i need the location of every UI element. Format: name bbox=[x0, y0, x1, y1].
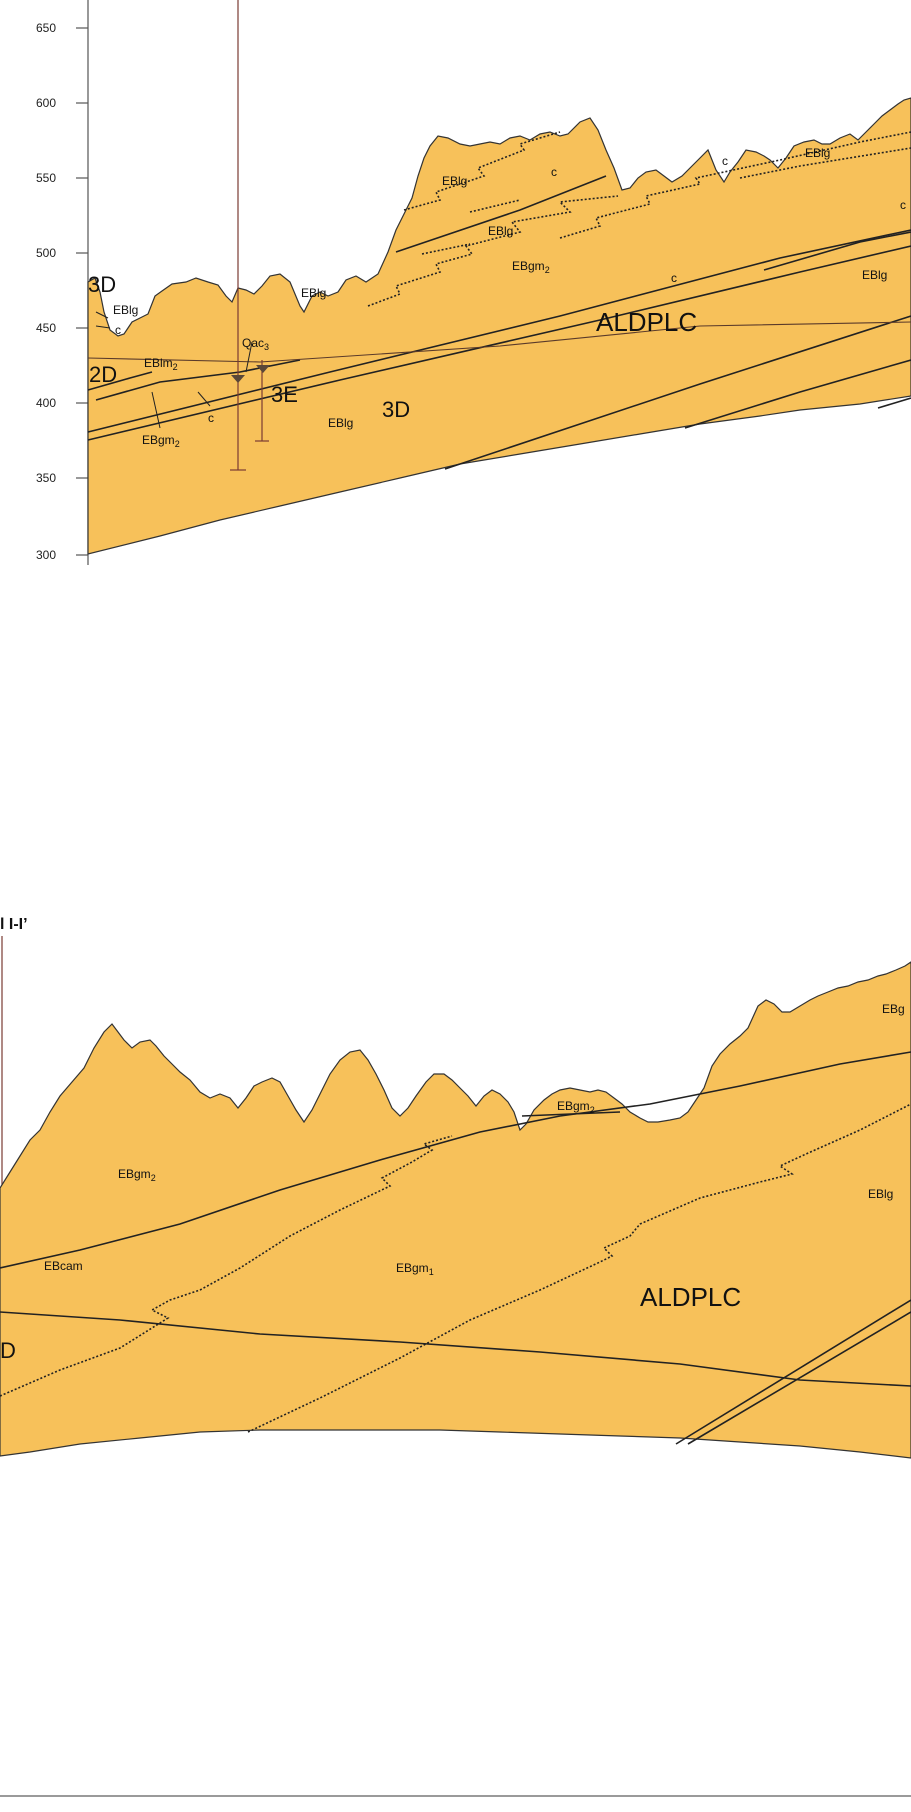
label-eblg-lower: EBlg bbox=[868, 1187, 893, 1201]
label-eblm: EBlm2 bbox=[144, 356, 178, 372]
lower-unit-fill bbox=[0, 961, 911, 1459]
upper-unit-fill bbox=[87, 97, 911, 555]
label-eblg-hill: EBlg bbox=[301, 286, 326, 300]
c-leader bbox=[95, 325, 111, 329]
label-3d-top: 3D bbox=[88, 272, 116, 297]
lower-dotted-contacts bbox=[0, 1103, 911, 1433]
label-eblg-far: EBlg bbox=[862, 268, 887, 282]
label-ebgm-low: EBgm2 bbox=[142, 433, 180, 449]
label-c-low: c bbox=[208, 411, 214, 425]
elevation-ticks bbox=[76, 27, 88, 556]
upper-dotted-contacts bbox=[367, 131, 911, 307]
label-c-far: c bbox=[900, 198, 906, 212]
label-c-left: c bbox=[115, 323, 121, 337]
elevation-tick-400: 400 bbox=[36, 396, 56, 410]
eblg-leader bbox=[95, 311, 109, 319]
label-eblg-low: EBlg bbox=[328, 416, 353, 430]
elevation-tick-350: 350 bbox=[36, 471, 56, 485]
elevation-tick-300: 300 bbox=[36, 548, 56, 562]
lower-contacts bbox=[0, 1051, 911, 1445]
elevation-tick-650: 650 bbox=[36, 21, 56, 35]
label-ebgm1: EBgm1 bbox=[396, 1261, 434, 1277]
lower-cross-section: l I-I’ EBgm2 EBgm2 EBcam EBgm1 ALDPLC EB… bbox=[0, 916, 911, 1459]
upper-boreholes bbox=[230, 0, 269, 471]
label-eblg-right-top: EBlg bbox=[805, 146, 830, 160]
label-eblg-b: EBlg bbox=[488, 224, 513, 238]
upper-cross-section: 650 600 550 500 450 400 350 300 bbox=[36, 0, 911, 565]
label-ebg-cut: EBg bbox=[882, 1002, 905, 1016]
c-low-leader bbox=[197, 391, 211, 407]
label-ebgm-left: EBgm2 bbox=[118, 1167, 156, 1183]
label-qac: Qac3 bbox=[242, 336, 269, 352]
label-c-right: c bbox=[722, 154, 728, 168]
label-eblg-left: EBlg bbox=[113, 303, 138, 317]
qac-leader bbox=[245, 341, 253, 373]
elevation-tick-600: 600 bbox=[36, 96, 56, 110]
upper-fault bbox=[87, 321, 911, 363]
ebgm-low-leader bbox=[151, 391, 161, 429]
label-ebgm-mid: EBgm2 bbox=[512, 259, 550, 275]
elevation-tick-500: 500 bbox=[36, 246, 56, 260]
label-eblg-a: EBlg bbox=[442, 174, 467, 188]
label-c-a: c bbox=[551, 165, 557, 179]
label-d-cut: D bbox=[0, 1338, 16, 1363]
label-3d-mid: 3D bbox=[382, 397, 410, 422]
label-3e: 3E bbox=[271, 382, 298, 407]
elevation-tick-450: 450 bbox=[36, 321, 56, 335]
elevation-tick-550: 550 bbox=[36, 171, 56, 185]
upper-contacts bbox=[87, 175, 911, 470]
lower-section-title: l I-I’ bbox=[0, 916, 28, 933]
label-aldplc-upper: ALDPLC bbox=[596, 307, 697, 337]
label-c-mid: c bbox=[671, 271, 677, 285]
label-ebcam: EBcam bbox=[44, 1259, 83, 1273]
label-aldplc-lower: ALDPLC bbox=[640, 1282, 741, 1312]
label-2d: 2D bbox=[89, 362, 117, 387]
borehole-markers bbox=[231, 365, 270, 383]
label-ebgm-hill: EBgm2 bbox=[557, 1099, 595, 1115]
